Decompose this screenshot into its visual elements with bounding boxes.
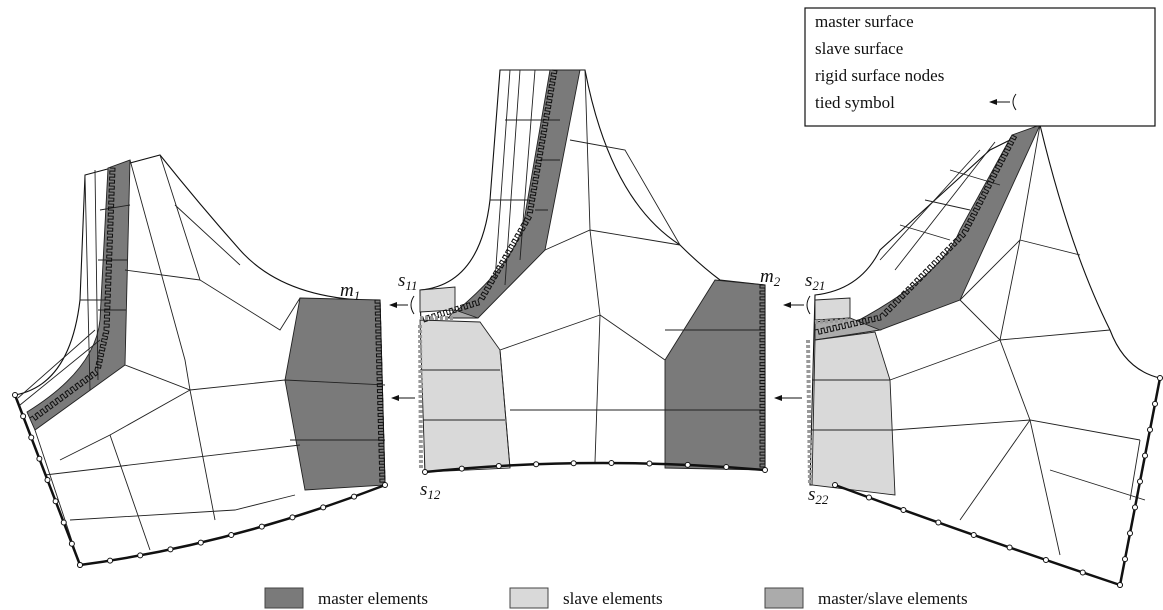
rigid-node	[833, 483, 838, 488]
rigid-node	[647, 461, 652, 466]
rigid-node	[37, 456, 42, 461]
rigid-node	[496, 464, 501, 469]
rigid-node	[936, 520, 941, 525]
rigid-node	[866, 495, 871, 500]
rigid-node	[69, 541, 74, 546]
slave-surface	[808, 340, 810, 485]
rigid-node	[1128, 531, 1133, 536]
slave-surface	[420, 325, 421, 470]
rigid-node	[29, 435, 34, 440]
label-s22: s22	[808, 484, 829, 507]
element-legend-label: slave elements	[563, 589, 663, 608]
element-legend-label: master/slave elements	[818, 589, 968, 608]
rigid-node	[534, 462, 539, 467]
rigid-node	[198, 540, 203, 545]
rigid-node	[1080, 570, 1085, 575]
label-s12: s12	[420, 479, 441, 502]
rigid-node	[138, 553, 143, 558]
legend-label: slave surface	[815, 39, 903, 58]
rigid-node	[685, 462, 690, 467]
rigid-node	[168, 547, 173, 552]
rigid-node	[1007, 545, 1012, 550]
rigid-node	[1138, 479, 1143, 484]
element-legend: master elements slave elements master/sl…	[265, 588, 968, 608]
rigid-node	[290, 515, 295, 520]
rigid-node	[763, 468, 768, 473]
rigid-node	[13, 393, 18, 398]
symbol-legend: master surface slave surface rigid surfa…	[805, 8, 1155, 126]
rigid-node	[1123, 557, 1128, 562]
rigid-node	[321, 505, 326, 510]
mesh-left	[15, 155, 385, 565]
element-legend-label: master elements	[318, 589, 428, 608]
rigid-node	[571, 461, 576, 466]
rigid-node	[78, 563, 83, 568]
legend-label: master surface	[815, 12, 914, 31]
rigid-node	[1153, 401, 1158, 406]
mesh-right	[810, 125, 1160, 585]
rigid-node	[108, 558, 113, 563]
rigid-node	[1043, 558, 1048, 563]
label-m1: m1	[340, 280, 360, 303]
figure: m1 s11 s12 m2 s21 s22 master surface sla…	[0, 0, 1163, 610]
rigid-node	[21, 414, 26, 419]
rigid-node	[61, 520, 66, 525]
rigid-node	[901, 508, 906, 513]
rigid-node	[229, 533, 234, 538]
rigid-node	[383, 483, 388, 488]
mesh-middle	[420, 70, 765, 472]
rigid-node	[53, 499, 58, 504]
rigid-node	[1148, 427, 1153, 432]
rigid-node	[459, 466, 464, 471]
rigid-node	[352, 494, 357, 499]
label-m2: m2	[760, 266, 781, 289]
label-s21: s21	[805, 270, 825, 293]
rigid-node	[724, 465, 729, 470]
rigid-node	[45, 478, 50, 483]
rigid-node	[1118, 583, 1123, 588]
rigid-node	[259, 524, 264, 529]
label-s11: s11	[398, 270, 417, 293]
rigid-node	[1158, 376, 1163, 381]
legend-label: rigid surface nodes	[815, 66, 944, 85]
rigid-node	[971, 533, 976, 538]
rigid-node	[609, 460, 614, 465]
rigid-node	[1133, 505, 1138, 510]
rigid-node	[1143, 453, 1148, 458]
rigid-node	[423, 470, 428, 475]
legend-label: tied symbol	[815, 93, 895, 112]
